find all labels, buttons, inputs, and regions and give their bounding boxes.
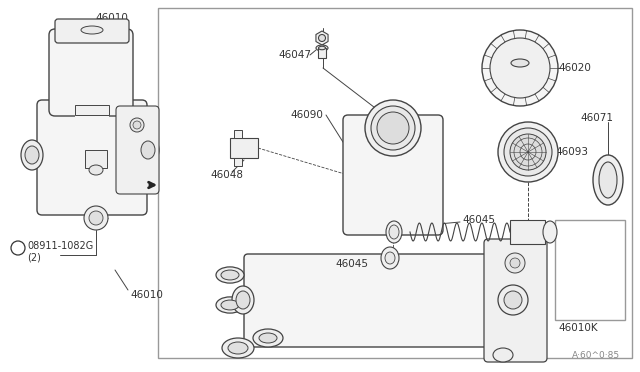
Ellipse shape: [316, 45, 328, 51]
Ellipse shape: [81, 26, 103, 34]
Text: 46090: 46090: [290, 110, 323, 120]
Text: 46010: 46010: [130, 290, 163, 300]
Circle shape: [510, 258, 520, 268]
Ellipse shape: [593, 155, 623, 205]
FancyBboxPatch shape: [484, 239, 547, 362]
Circle shape: [377, 112, 409, 144]
Text: 46048: 46048: [210, 170, 243, 180]
Text: 46020: 46020: [558, 63, 591, 73]
Ellipse shape: [221, 270, 239, 280]
Ellipse shape: [259, 333, 277, 343]
Bar: [75, 105, 109, 115]
Bar: [318, 48, 326, 58]
FancyBboxPatch shape: [343, 115, 443, 235]
Text: 46047: 46047: [278, 50, 311, 60]
Ellipse shape: [385, 252, 395, 264]
Text: A·60^0·85: A·60^0·85: [572, 351, 620, 360]
Ellipse shape: [221, 300, 239, 310]
Ellipse shape: [319, 46, 326, 50]
Ellipse shape: [228, 342, 248, 354]
Ellipse shape: [381, 247, 399, 269]
Text: 46093: 46093: [555, 147, 588, 157]
Circle shape: [365, 100, 421, 156]
Text: 46045: 46045: [462, 215, 495, 225]
Ellipse shape: [543, 221, 557, 243]
Ellipse shape: [137, 136, 159, 164]
Circle shape: [319, 35, 326, 42]
Text: N: N: [15, 245, 20, 251]
Ellipse shape: [236, 291, 250, 309]
Ellipse shape: [21, 140, 43, 170]
Ellipse shape: [89, 165, 103, 175]
Text: 46010: 46010: [95, 13, 128, 23]
Circle shape: [482, 30, 558, 106]
Ellipse shape: [511, 59, 529, 67]
Ellipse shape: [386, 221, 402, 243]
Bar: [158, 8, 632, 358]
FancyBboxPatch shape: [37, 100, 147, 215]
Circle shape: [498, 122, 558, 182]
Circle shape: [504, 291, 522, 309]
FancyBboxPatch shape: [116, 106, 159, 194]
FancyBboxPatch shape: [49, 29, 133, 116]
Text: 08911-1082G: 08911-1082G: [27, 241, 93, 251]
Text: 46010K: 46010K: [558, 323, 598, 333]
Circle shape: [11, 241, 25, 255]
Ellipse shape: [25, 146, 39, 164]
Text: 46071: 46071: [580, 113, 613, 123]
Circle shape: [89, 211, 103, 225]
Bar: [510, 220, 545, 244]
Ellipse shape: [222, 338, 254, 358]
Polygon shape: [316, 31, 328, 45]
Ellipse shape: [253, 329, 283, 347]
Bar: [234, 158, 242, 166]
Ellipse shape: [389, 225, 399, 239]
FancyBboxPatch shape: [244, 254, 522, 347]
Circle shape: [505, 253, 525, 273]
FancyBboxPatch shape: [55, 19, 129, 43]
Bar: [555, 220, 625, 320]
Circle shape: [498, 285, 528, 315]
Bar: [75, 105, 109, 117]
Bar: [85, 150, 107, 168]
Circle shape: [490, 38, 550, 98]
Ellipse shape: [599, 162, 617, 198]
Circle shape: [371, 106, 415, 150]
Ellipse shape: [232, 286, 254, 314]
Ellipse shape: [493, 348, 513, 362]
Circle shape: [130, 118, 144, 132]
Circle shape: [504, 128, 552, 176]
Ellipse shape: [216, 297, 244, 313]
Circle shape: [84, 206, 108, 230]
Bar: [230, 138, 258, 158]
Ellipse shape: [216, 267, 244, 283]
Circle shape: [133, 121, 141, 129]
Ellipse shape: [141, 141, 155, 159]
Text: 46045: 46045: [335, 259, 368, 269]
Text: (2): (2): [27, 252, 41, 262]
Bar: [234, 130, 242, 138]
Circle shape: [510, 134, 546, 170]
